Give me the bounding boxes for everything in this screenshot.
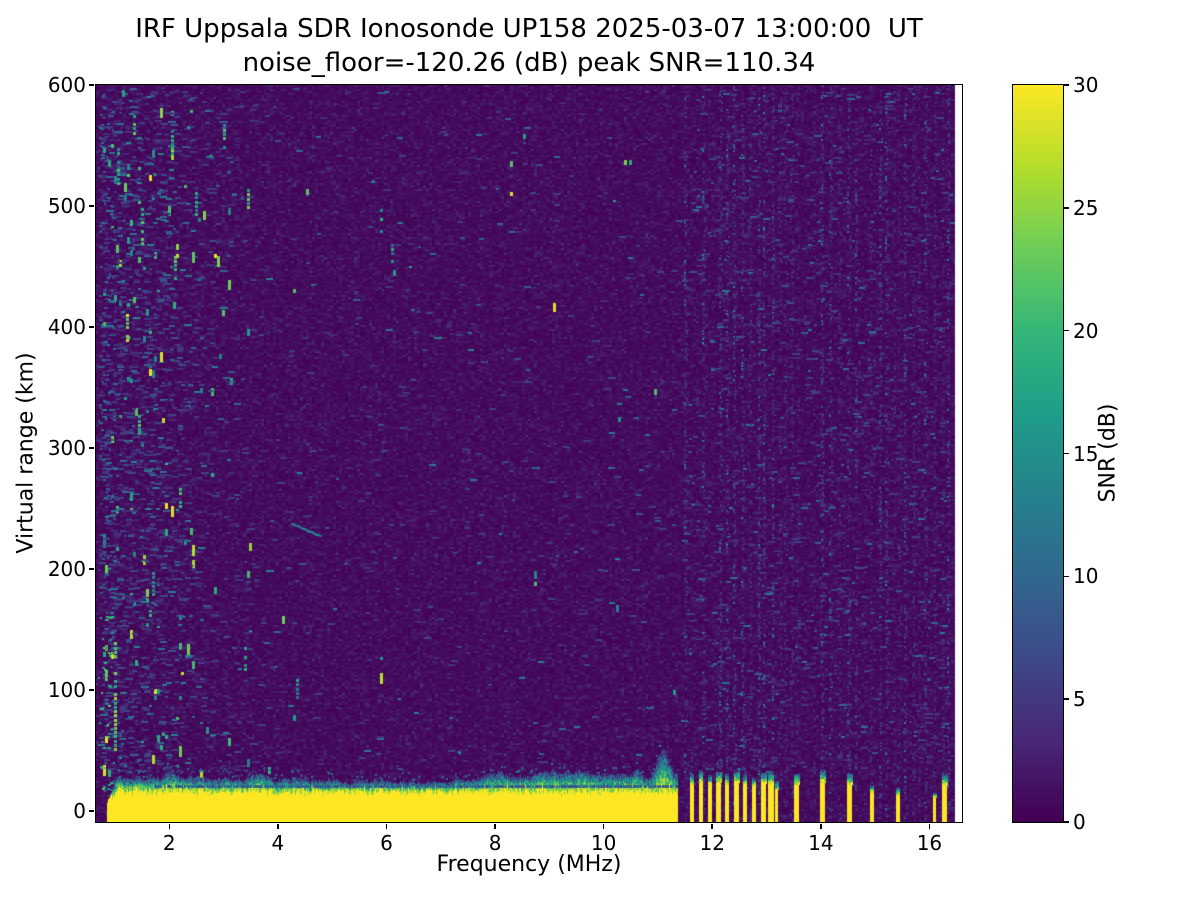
y-tick-label: 200 (47, 557, 86, 582)
colorbar-tick-label: 5 (1073, 687, 1086, 712)
x-tick-label: 14 (808, 831, 834, 855)
plot-area (95, 84, 963, 823)
x-tick-mark (494, 824, 496, 829)
x-tick-label: 6 (380, 831, 393, 855)
x-tick-mark (820, 824, 822, 829)
x-tick-label: 10 (590, 831, 617, 855)
chart-title: IRF Uppsala SDR Ionosonde UP158 2025-03-… (135, 14, 923, 44)
colorbar-tick-label: 15 (1073, 441, 1099, 466)
x-tick-mark (168, 824, 171, 829)
colorbar-tick-label: 30 (1073, 73, 1099, 97)
y-tick-mark (89, 84, 94, 86)
x-tick-label: 8 (488, 831, 502, 855)
y-tick-mark (89, 568, 94, 570)
x-tick-label: 2 (162, 831, 176, 855)
x-axis-label: Frequency (MHz) (436, 852, 622, 877)
x-tick-label: 12 (699, 831, 725, 855)
x-tick-mark (602, 824, 605, 829)
x-tick-mark (928, 824, 931, 829)
y-tick-mark (89, 326, 94, 328)
y-tick-mark (89, 447, 94, 449)
colorbar-tick-label: 25 (1073, 195, 1099, 220)
y-tick-mark (89, 810, 94, 812)
ionogram-heatmap-canvas (96, 85, 962, 822)
colorbar (1012, 84, 1064, 823)
colorbar-tick-mark (1064, 575, 1069, 578)
colorbar-tick-label: 10 (1073, 564, 1099, 589)
x-tick-label: 4 (271, 831, 285, 855)
y-tick-mark (89, 689, 94, 691)
y-tick-label: 600 (47, 73, 86, 97)
y-tick-mark (89, 205, 94, 207)
x-tick-mark (277, 824, 279, 829)
colorbar-tick-mark (1064, 329, 1069, 332)
y-tick-label: 100 (47, 678, 86, 703)
y-tick-label: 0 (73, 799, 86, 824)
chart-subtitle: noise_floor=-120.26 (dB) peak SNR=110.34 (242, 48, 816, 78)
colorbar-tick-mark (1064, 452, 1069, 455)
colorbar-tick-mark (1064, 84, 1069, 86)
colorbar-tick-mark (1064, 698, 1069, 700)
colorbar-gradient-canvas (1013, 85, 1063, 822)
colorbar-tick-label: 0 (1073, 810, 1086, 834)
x-tick-mark (385, 824, 388, 829)
x-tick-mark (711, 824, 713, 829)
y-tick-label: 500 (47, 194, 86, 219)
y-tick-label: 300 (47, 436, 86, 461)
x-tick-label: 16 (916, 831, 943, 855)
colorbar-tick-mark (1064, 821, 1069, 823)
colorbar-tick-mark (1064, 207, 1069, 209)
y-tick-label: 400 (47, 315, 86, 340)
colorbar-tick-label: 20 (1073, 318, 1099, 343)
